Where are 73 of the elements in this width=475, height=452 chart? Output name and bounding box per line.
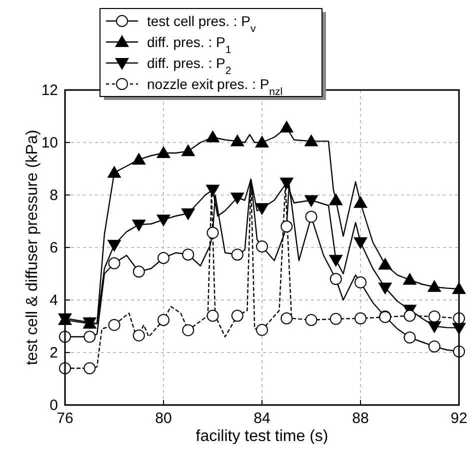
x-axis-title: facility test time (s) [196, 428, 328, 445]
point [158, 314, 170, 326]
point [328, 254, 343, 267]
point [107, 166, 122, 178]
point [107, 240, 122, 252]
y-tick-label: 2 [50, 344, 58, 362]
point [305, 314, 318, 326]
point [378, 258, 392, 270]
point [304, 195, 318, 208]
point [230, 134, 244, 146]
x-tick-label: 76 [56, 410, 74, 427]
x-tick-label: 92 [450, 410, 468, 427]
point [181, 208, 196, 220]
legend-label: test cell pres. : P$_{v}$ [147, 13, 256, 35]
point [182, 324, 194, 336]
point [158, 252, 170, 264]
point [256, 324, 268, 336]
legend-label: diff. pres. : P$_{2}$ [147, 55, 232, 77]
point [427, 321, 442, 334]
point [428, 340, 440, 352]
point [132, 266, 145, 278]
point [280, 312, 293, 324]
point [230, 192, 244, 205]
point [304, 134, 318, 146]
point [132, 220, 146, 232]
point [354, 276, 366, 288]
point [330, 312, 342, 325]
point [156, 146, 170, 158]
point [206, 310, 219, 322]
point [280, 220, 293, 232]
point [354, 196, 368, 208]
point [156, 214, 170, 227]
point [354, 237, 368, 250]
point [84, 362, 96, 374]
point [255, 136, 269, 148]
y-tick-label: 8 [50, 187, 58, 204]
point [206, 130, 220, 142]
point [231, 248, 244, 261]
point [255, 203, 269, 216]
point [328, 193, 343, 206]
point [108, 257, 120, 270]
legend-label: nozzle exit pres. : P$_{nzl}$ [147, 76, 283, 98]
point [256, 240, 268, 252]
point [427, 280, 442, 292]
x-tick-label: 84 [254, 410, 270, 427]
point [404, 332, 416, 344]
point [231, 310, 244, 322]
y-tick-label: 6 [50, 240, 58, 256]
point [404, 310, 416, 322]
point [206, 226, 219, 239]
point [305, 210, 318, 223]
y-tick-label: 0 [50, 397, 58, 414]
point [330, 273, 342, 285]
point [108, 318, 120, 331]
y-tick-label: 12 [41, 82, 58, 99]
point [280, 120, 294, 133]
x-tick-label: 80 [155, 410, 172, 427]
y-tick-label: 4 [50, 292, 58, 309]
point [181, 144, 196, 156]
point [402, 272, 417, 285]
point [84, 330, 96, 343]
point [132, 329, 145, 342]
point [182, 248, 194, 261]
point [206, 184, 220, 197]
point [378, 282, 392, 295]
point [428, 310, 440, 323]
point [354, 312, 366, 324]
x-tick-label: 88 [352, 410, 369, 427]
point [280, 178, 294, 190]
y-axis-title: test cell & diffuser pressure (kPa) [24, 130, 41, 366]
point [132, 152, 146, 165]
legend-label: diff. pres. : P$_{1}$ [147, 34, 232, 56]
y-tick-label: 10 [41, 134, 58, 152]
